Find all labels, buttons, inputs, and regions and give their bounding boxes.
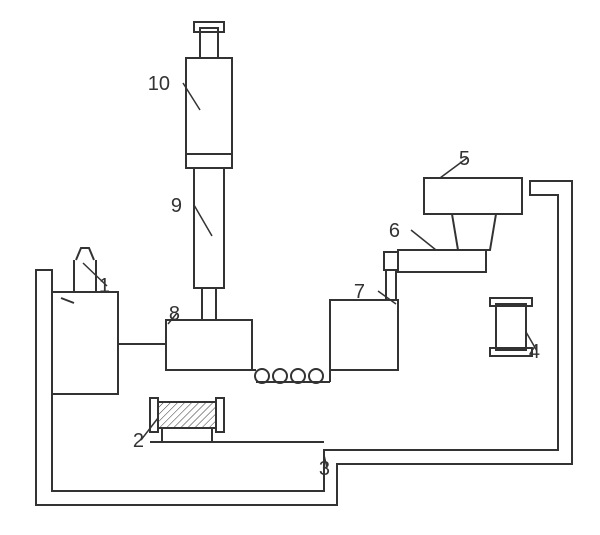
label-3: 3 bbox=[319, 458, 330, 480]
label-6: 6 bbox=[389, 220, 400, 242]
leader-9 bbox=[194, 205, 212, 236]
label-10: 10 bbox=[148, 73, 170, 95]
label-1: 1 bbox=[99, 275, 110, 297]
unit-7 bbox=[330, 300, 398, 370]
engineering-diagram: 1 2 3 4 5 6 7 8 9 10 bbox=[0, 0, 600, 535]
press-column-9 bbox=[194, 168, 224, 288]
label-4: 4 bbox=[529, 341, 540, 363]
label-5: 5 bbox=[459, 148, 470, 170]
press-cylinder-10 bbox=[186, 58, 232, 154]
pipe-loop bbox=[36, 181, 572, 505]
label-7: 7 bbox=[354, 281, 365, 303]
label-2: 2 bbox=[133, 430, 144, 452]
label-8: 8 bbox=[169, 303, 180, 325]
coil-2 bbox=[158, 402, 216, 428]
spool-4 bbox=[496, 304, 526, 350]
leader-6 bbox=[411, 230, 436, 250]
press-base-8 bbox=[166, 320, 252, 370]
hopper-5 bbox=[424, 178, 522, 214]
extruder-barrel-6 bbox=[398, 250, 486, 272]
furnace-body bbox=[52, 292, 118, 394]
label-9: 9 bbox=[171, 195, 182, 217]
